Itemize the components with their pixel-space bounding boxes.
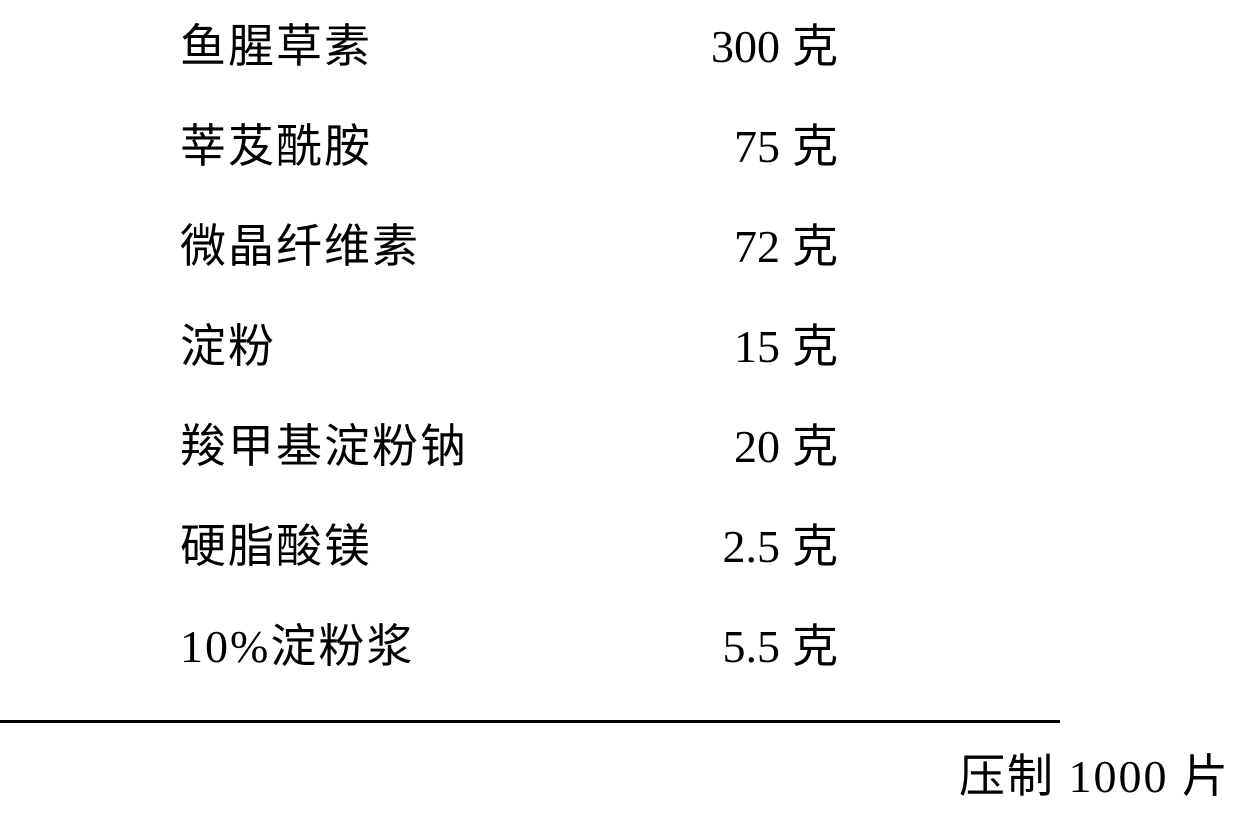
table-row: 羧甲基淀粉钠 20 克 xyxy=(180,410,1060,510)
table-row: 淀粉 15 克 xyxy=(180,310,1060,410)
table-row: 微晶纤维素 72 克 xyxy=(180,210,1060,310)
amount-unit: 克 xyxy=(792,510,840,576)
amount-unit: 克 xyxy=(792,310,840,376)
amount-unit: 克 xyxy=(792,10,840,76)
amount-unit: 克 xyxy=(792,210,840,276)
amount-cell: 15 克 xyxy=(700,310,900,376)
amount-value: 300 xyxy=(700,20,780,73)
amount-cell: 72 克 xyxy=(700,210,900,276)
amount-cell: 5.5 克 xyxy=(700,610,900,676)
footer-output-text: 压制 1000 片 xyxy=(959,740,1230,806)
amount-unit: 克 xyxy=(792,110,840,176)
amount-value: 5.5 xyxy=(700,620,780,673)
amount-value: 75 xyxy=(700,120,780,173)
amount-cell: 75 克 xyxy=(700,110,900,176)
amount-unit: 克 xyxy=(792,610,840,676)
table-body: 鱼腥草素 300 克 莘芨酰胺 75 克 微晶纤维素 72 克 淀粉 15 克 xyxy=(180,10,1060,710)
amount-cell: 20 克 xyxy=(700,410,900,476)
ingredient-name: 微晶纤维素 xyxy=(180,210,700,276)
amount-value: 20 xyxy=(700,420,780,473)
ingredient-name: 淀粉 xyxy=(180,310,700,376)
table-row: 硬脂酸镁 2.5 克 xyxy=(180,510,1060,610)
ingredient-name: 羧甲基淀粉钠 xyxy=(180,410,700,476)
table-row: 鱼腥草素 300 克 xyxy=(180,10,1060,110)
ingredient-name: 10%淀粉浆 xyxy=(180,610,700,676)
amount-value: 15 xyxy=(700,320,780,373)
amount-unit: 克 xyxy=(792,410,840,476)
ingredient-name: 硬脂酸镁 xyxy=(180,510,700,576)
table-divider xyxy=(0,720,1060,723)
ingredient-name: 莘芨酰胺 xyxy=(180,110,700,176)
table-row: 莘芨酰胺 75 克 xyxy=(180,110,1060,210)
table-row: 10%淀粉浆 5.5 克 xyxy=(180,610,1060,710)
amount-cell: 2.5 克 xyxy=(700,510,900,576)
amount-cell: 300 克 xyxy=(700,10,900,76)
ingredient-name: 鱼腥草素 xyxy=(180,10,700,76)
amount-value: 72 xyxy=(700,220,780,273)
amount-value: 2.5 xyxy=(700,520,780,573)
formulation-table: 鱼腥草素 300 克 莘芨酰胺 75 克 微晶纤维素 72 克 淀粉 15 克 xyxy=(180,10,1060,710)
